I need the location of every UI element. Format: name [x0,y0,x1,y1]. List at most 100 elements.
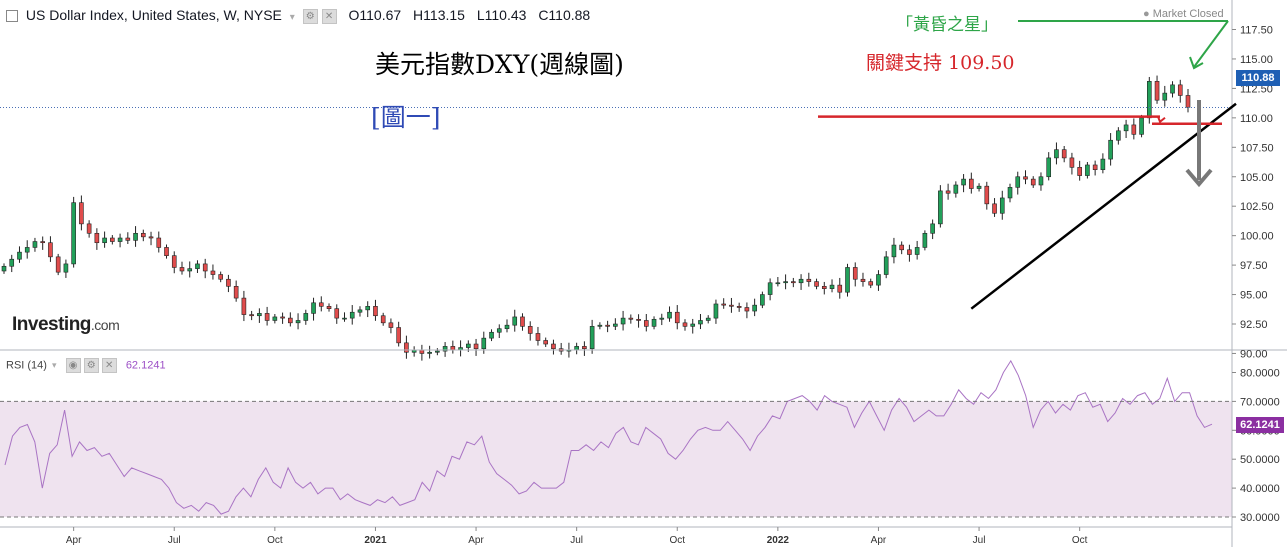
candle-body [992,203,997,214]
candle-body [930,223,935,234]
candle-body [272,316,278,321]
time-tick-label: Apr [468,535,484,546]
candle-body [961,178,966,186]
candle-body [496,328,502,333]
price-tick-label: 97.50 [1240,260,1268,272]
candle-body [520,316,525,327]
candle-body [814,281,819,287]
rsi-tick-label: 80.0000 [1240,368,1280,380]
time-tick-label: 2022 [767,535,790,546]
candle-body [349,311,355,319]
time-tick-label: Jul [973,535,986,546]
price-tick-label: 90.00 [1240,348,1268,360]
chevron-down-icon[interactable]: ▾ [289,12,295,23]
time-tick-label: Jul [570,535,583,546]
candle-body [922,232,928,248]
close-icon[interactable]: ✕ [101,358,117,373]
candle-body [852,267,858,280]
close-icon[interactable]: ✕ [321,8,337,24]
support-trendline [970,102,1237,310]
candle-body [690,323,696,327]
candle-body [473,343,479,350]
instrument-title[interactable]: US Dollar Index, United States, W, NYSE [25,7,282,23]
candle-body [1170,84,1175,94]
chevron-down-icon[interactable]: ▾ [52,360,57,371]
eye-icon[interactable]: ◉ [65,358,81,373]
rsi-tick-label: 40.0000 [1240,483,1280,495]
candle-body [102,237,107,244]
price-tick-label: 117.50 [1240,25,1273,37]
candle-body [295,320,301,324]
candle-body [249,314,254,317]
candle-body [1038,176,1044,186]
candle-body [9,258,15,267]
candle-body [899,244,904,251]
candle-body [798,278,804,284]
key-support-label: 關鍵支持 109.50 [866,52,1015,74]
candle-body [891,244,897,258]
rsi-line [4,359,1213,515]
low-value: L110.43 [476,7,527,23]
evening-star-arrow-icon [1189,56,1204,70]
settings-icon[interactable]: ⚙ [83,358,99,373]
candle-body [698,320,703,325]
time-tick-label: Oct [267,535,283,546]
candle-body [264,313,270,321]
candle-body [1023,176,1028,180]
candle-body [767,282,773,295]
evening-star-pointer-diagonal [1193,20,1229,68]
candle-body [233,286,239,299]
candle-body [1154,81,1160,101]
candle-body [1185,95,1191,108]
candle-body [318,302,324,307]
candle-body [829,284,835,289]
candle-body [171,255,177,268]
candle-body [342,317,347,320]
candle-body [210,270,216,275]
candle-body [651,318,657,327]
candle-body [1007,187,1013,199]
time-tick-label: Apr [871,535,887,546]
candle-body [40,241,45,244]
price-tick-label: 115.00 [1240,54,1273,66]
candle-body [1147,81,1152,119]
candle-body [1046,157,1052,178]
settings-icon[interactable]: ⚙ [302,8,318,24]
candle-body [17,251,22,260]
candle-body [280,316,285,319]
rsi-label[interactable]: RSI (14) [6,359,47,372]
candle-body [589,326,595,350]
chart-header: US Dollar Index, United States, W, NYSE … [6,7,598,24]
candle-body [1015,176,1021,188]
candle-body [427,351,432,354]
candle-body [79,202,84,225]
candle-body [164,247,169,256]
rsi-header: RSI (14) ▾ ◉ ⚙ ✕ 62.1241 [6,358,166,373]
candle-body [907,249,912,255]
candle-body [489,331,494,339]
candle-body [148,236,154,239]
candle-body [1162,92,1168,101]
candle-body [202,263,208,272]
time-tick-label: 2021 [364,535,387,546]
candle-body [667,311,672,319]
candle-body [311,302,316,314]
candle-body [535,333,541,341]
candle-body [574,346,579,351]
rsi-tick-label: 30.0000 [1240,512,1280,524]
candle-body [303,313,309,321]
candle-body [1108,139,1113,160]
candle-body [876,274,881,286]
candle-body [543,340,548,345]
market-status-text: Market Closed [1152,8,1224,20]
candle-body [628,317,634,320]
collapse-icon[interactable] [6,10,18,23]
candle-body [1030,178,1036,186]
candle-body [1131,124,1137,135]
candle-body [705,317,711,321]
open-value: O110.67 [348,7,402,23]
close-value: C110.88 [538,7,591,23]
candle-body [241,297,247,315]
